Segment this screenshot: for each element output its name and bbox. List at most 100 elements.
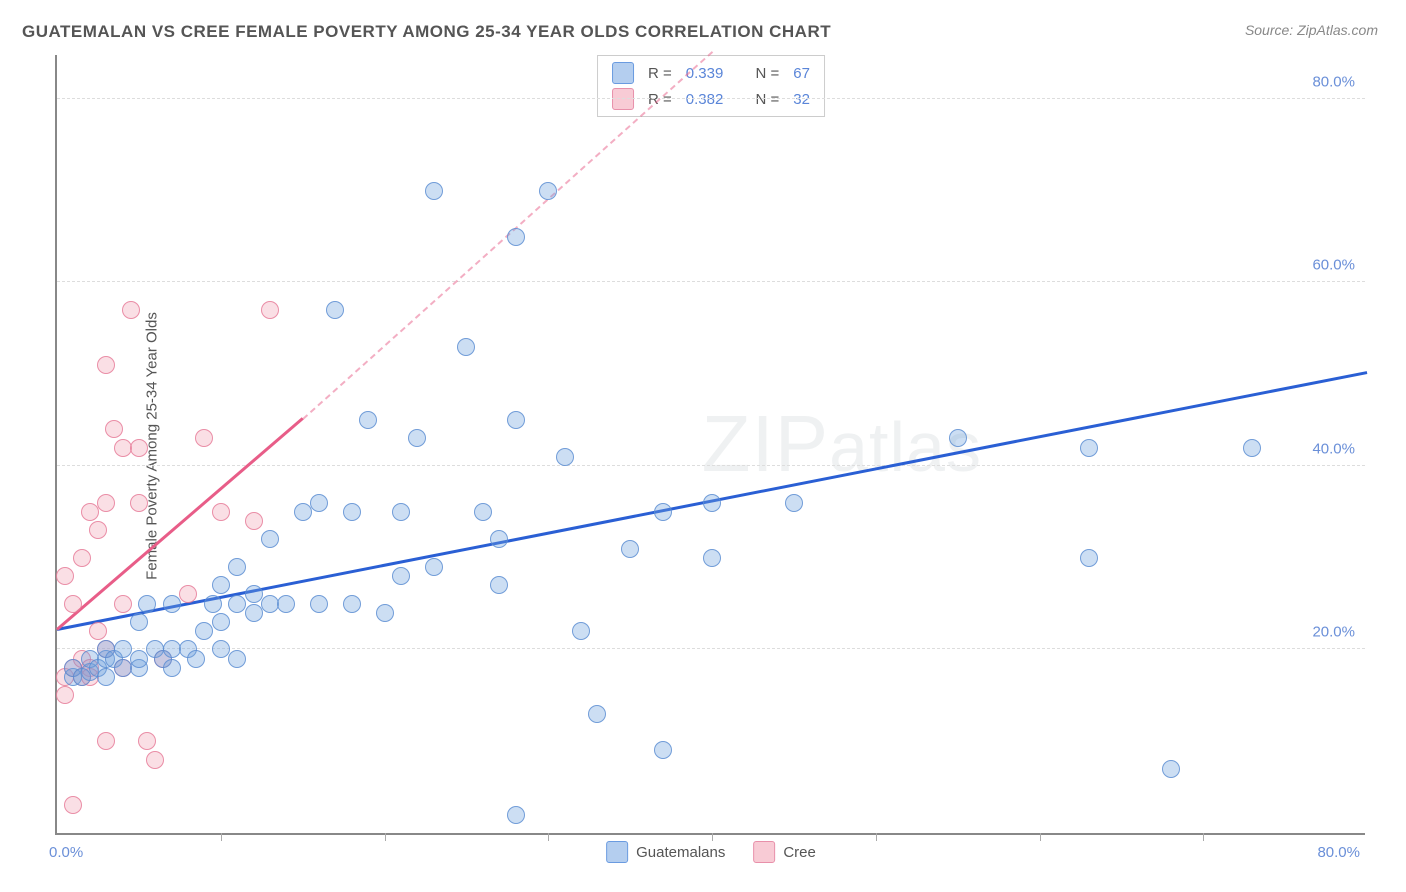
x-minor-tick [221,833,222,841]
data-point [343,503,361,521]
data-point [261,595,279,613]
data-point [245,512,263,530]
n-value-cree: 32 [793,91,810,108]
chart-title: GUATEMALAN VS CREE FEMALE POVERTY AMONG … [22,22,831,42]
y-tick-label: 40.0% [1312,440,1355,457]
data-point [97,732,115,750]
swatch-pink-icon [612,88,634,110]
data-point [204,595,222,613]
x-minor-tick [1203,833,1204,841]
data-point [490,530,508,548]
data-point [195,622,213,640]
data-point [130,650,148,668]
data-point [507,411,525,429]
data-point [228,595,246,613]
data-point [114,439,132,457]
data-point [114,640,132,658]
data-point [122,301,140,319]
data-point [114,595,132,613]
data-point [212,613,230,631]
data-point [785,494,803,512]
data-point [212,576,230,594]
data-point [1080,439,1098,457]
gridline [57,465,1365,466]
data-point [1080,549,1098,567]
data-point [343,595,361,613]
data-point [212,640,230,658]
data-point [130,494,148,512]
data-point [376,604,394,622]
data-point [56,567,74,585]
data-point [138,595,156,613]
data-point [556,448,574,466]
data-point [490,576,508,594]
data-point [245,604,263,622]
data-point [703,494,721,512]
stats-row-guatemalans: R = 0.339 N = 67 [612,60,810,86]
stats-legend-box: R = 0.339 N = 67 R = 0.382 N = 32 [597,55,825,117]
plot-area: ZIPatlas R = 0.339 N = 67 R = 0.382 N = … [55,55,1365,835]
data-point [114,659,132,677]
y-tick-label: 20.0% [1312,624,1355,641]
data-point [654,741,672,759]
data-point [310,595,328,613]
data-point [572,622,590,640]
data-point [392,567,410,585]
data-point [277,595,295,613]
x-minor-tick [876,833,877,841]
data-point [621,540,639,558]
legend-item-cree: Cree [753,841,816,863]
y-tick-label: 80.0% [1312,73,1355,90]
source-name: ZipAtlas.com [1297,22,1378,38]
data-point [64,796,82,814]
x-minor-tick [548,833,549,841]
stats-row-cree: R = 0.382 N = 32 [612,86,810,112]
r-value-cree: 0.382 [686,91,724,108]
y-tick-label: 60.0% [1312,257,1355,274]
data-point [392,503,410,521]
data-point [457,338,475,356]
data-point [359,411,377,429]
data-point [56,686,74,704]
data-point [163,659,181,677]
data-point [326,301,344,319]
data-point [97,494,115,512]
x-minor-tick [712,833,713,841]
swatch-blue-icon [606,841,628,863]
gridline [57,98,1365,99]
legend-item-guatemalans: Guatemalans [606,841,725,863]
data-point [130,613,148,631]
data-point [588,705,606,723]
n-label: N = [756,91,780,108]
data-point [261,530,279,548]
n-label: N = [756,65,780,82]
data-point [507,806,525,824]
data-point [179,585,197,603]
data-point [539,182,557,200]
data-point [163,640,181,658]
data-point [474,503,492,521]
data-point [146,751,164,769]
r-value-guatemalans: 0.339 [686,65,724,82]
data-point [261,301,279,319]
data-point [89,521,107,539]
gridline [57,648,1365,649]
x-tick-max: 80.0% [1317,844,1360,861]
data-point [130,439,148,457]
swatch-pink-icon [753,841,775,863]
data-point [1243,439,1261,457]
data-point [245,585,263,603]
data-point [703,549,721,567]
data-point [1162,760,1180,778]
data-point [89,622,107,640]
x-tick-min: 0.0% [49,844,83,861]
data-point [105,420,123,438]
data-point [949,429,967,447]
data-point [138,732,156,750]
watermark-a: ZIP [702,399,829,488]
r-label: R = [648,65,672,82]
data-point [654,503,672,521]
data-point [64,595,82,613]
legend-label-guatemalans: Guatemalans [636,844,725,861]
data-point [73,549,91,567]
